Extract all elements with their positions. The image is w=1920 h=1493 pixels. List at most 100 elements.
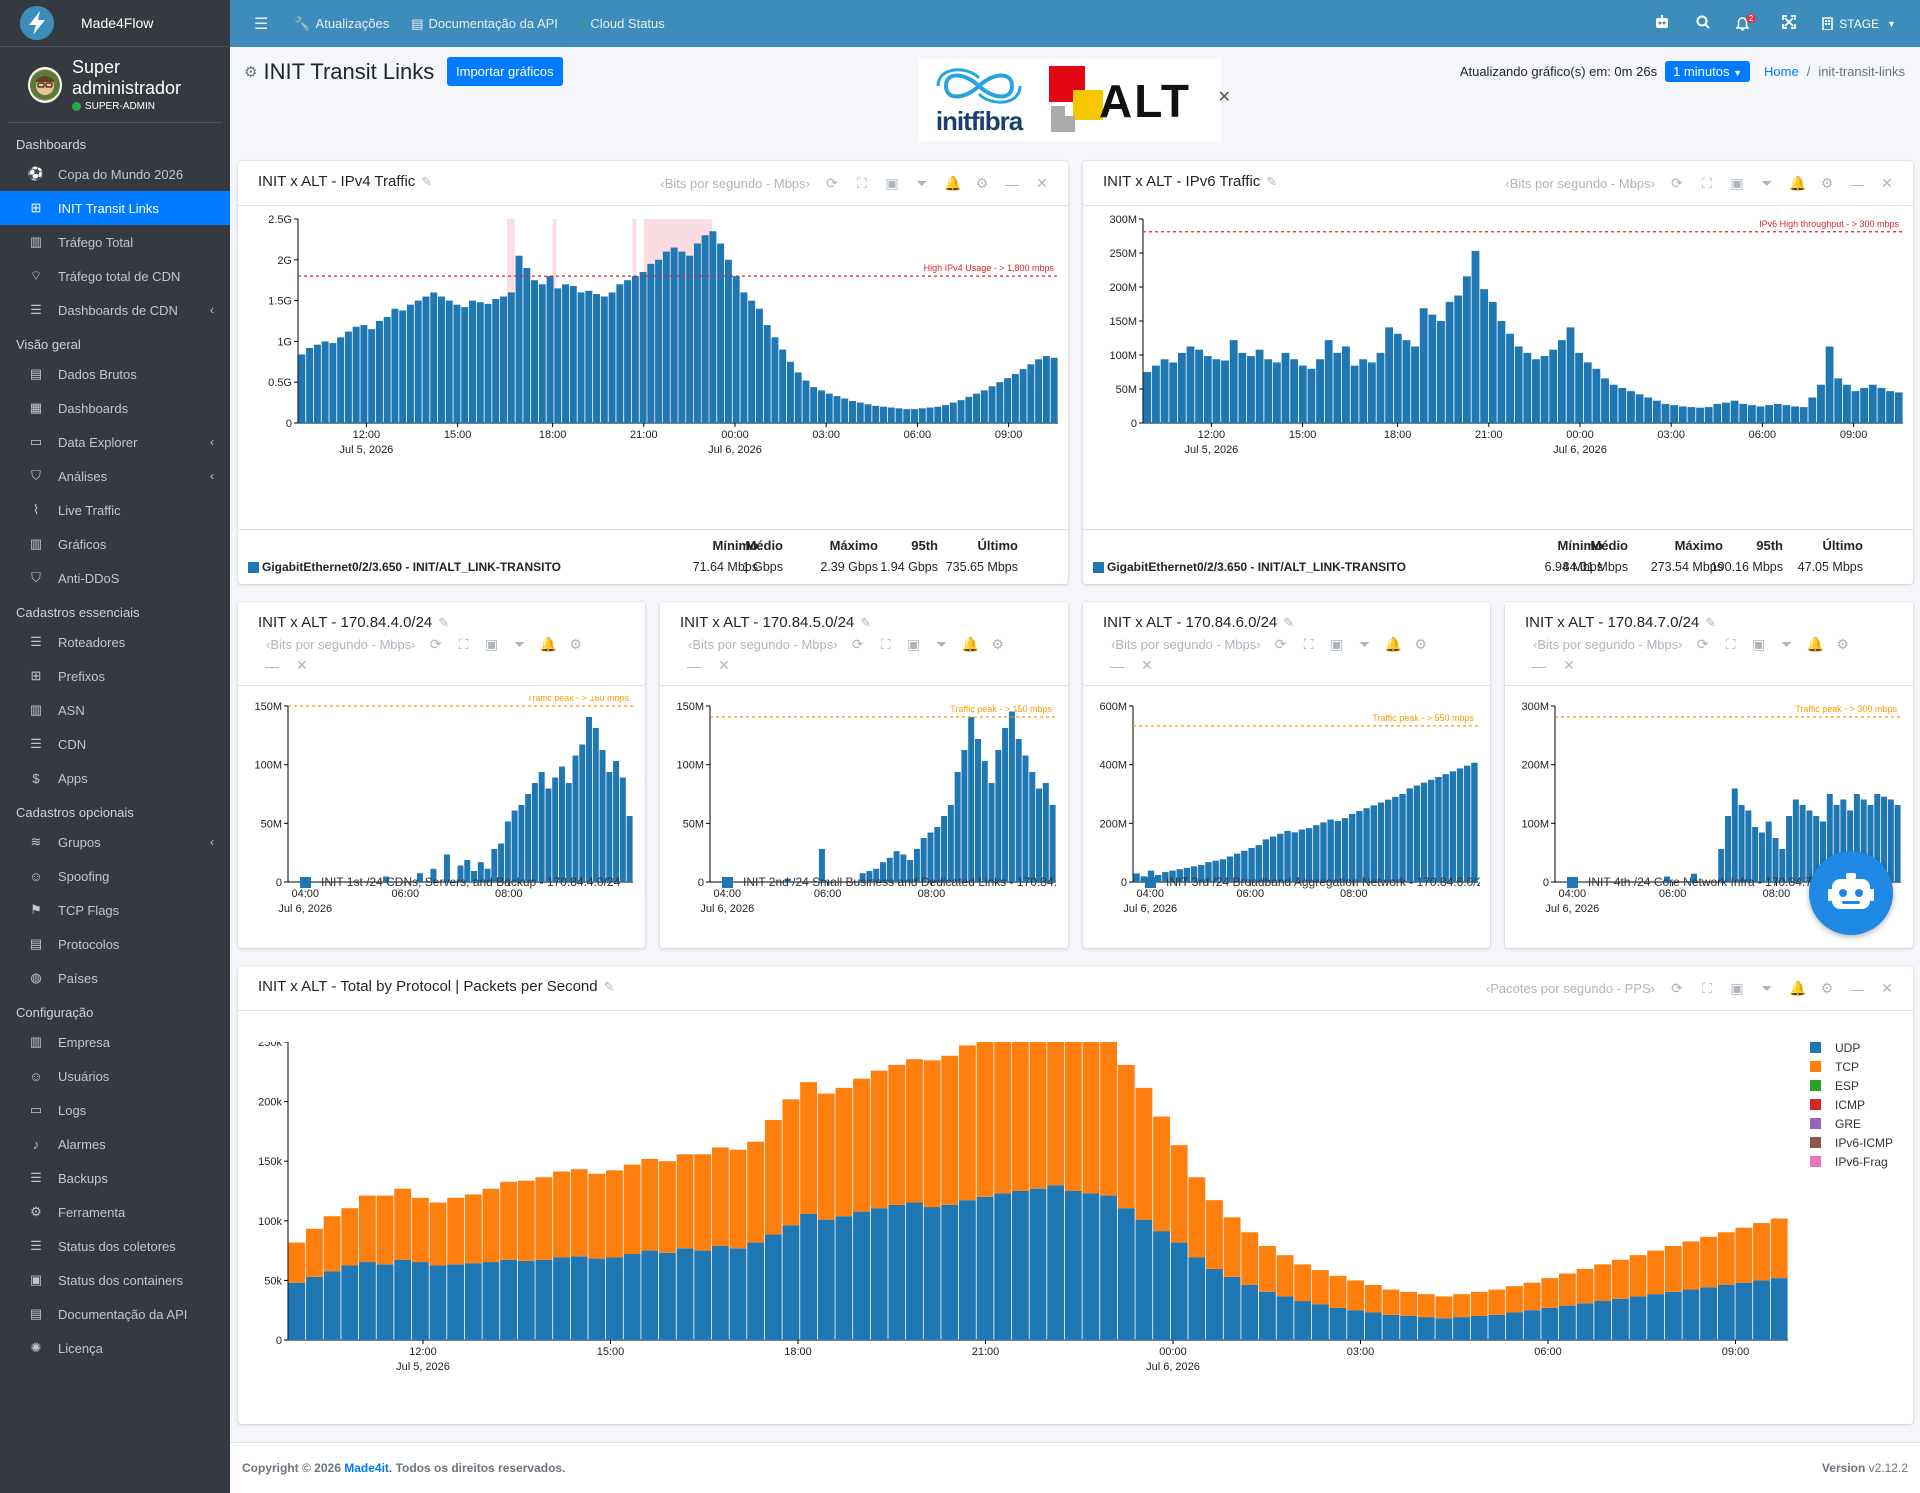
footer-company-link[interactable]: Made4it.: [344, 1461, 393, 1475]
refresh-interval-select[interactable]: 1 minutos ▼: [1665, 61, 1750, 82]
sidebar-item-dashboards-de-cdn[interactable]: ☰ Dashboards de CDN ‹: [0, 293, 230, 327]
sidebar-item-usu-rios[interactable]: ☺ Usuários: [29, 1068, 110, 1084]
close-icon[interactable]: ✕: [1036, 175, 1048, 191]
bell-icon[interactable]: 🔔: [539, 636, 558, 652]
gear-icon[interactable]: ⚙: [244, 64, 258, 81]
bell-icon[interactable]: 🔔: [1384, 636, 1403, 652]
sidebar-item-pa-ses[interactable]: ◍ Países: [0, 961, 230, 995]
edit-pencil-icon[interactable]: ✎: [1705, 615, 1717, 630]
minimize-icon[interactable]: —: [1005, 175, 1019, 192]
sidebar-item-an-lises[interactable]: ⛉ Análises ‹: [0, 459, 230, 493]
sidebar-item-licen-a[interactable]: ✺ Licença: [0, 1331, 230, 1365]
sidebar-item-data-explorer[interactable]: ▭ Data Explorer ‹: [29, 434, 214, 450]
sidebar-item-grupos[interactable]: ≋ Grupos ‹: [0, 825, 230, 859]
edit-pencil-icon[interactable]: ✎: [603, 979, 615, 994]
sidebar-item-asn[interactable]: ▥ ASN: [29, 702, 85, 718]
sidebar-item-documenta-o-da-api[interactable]: ▤ Documentação da API: [29, 1306, 188, 1322]
sidebar-item-tr-fego-total[interactable]: ▥ Tráfego Total: [29, 234, 134, 250]
image-icon[interactable]: ▣: [885, 175, 899, 191]
environment-selector[interactable]: STAGE ▼: [1822, 17, 1896, 31]
series-legend[interactable]: INIT 2nd /24 Small Business and Dedicate…: [722, 875, 1057, 889]
expand-icon[interactable]: ⛶: [857, 175, 867, 191]
expand-icon[interactable]: ⛶: [458, 636, 469, 652]
sidebar-item-spoofing[interactable]: ☺ Spoofing: [29, 868, 110, 884]
sidebar-item-status-dos-coletores[interactable]: ☰ Status dos coletores: [0, 1229, 230, 1263]
unit-selector[interactable]: ‹Bits por segundo - Mbps›: [266, 637, 416, 652]
series-legend[interactable]: INIT 4th /24 Core Network Infra - 170.84…: [1567, 875, 1902, 889]
sidebar-item-live-traffic[interactable]: ⌇ Live Traffic: [0, 493, 230, 527]
nav-cloud-status[interactable]: ● Cloud Status: [579, 16, 665, 31]
hamburger-menu-icon[interactable]: ☰: [254, 15, 269, 33]
sidebar-item-ferramenta[interactable]: ⚙ Ferramenta: [0, 1195, 230, 1229]
refresh-icon[interactable]: ⟳: [1671, 980, 1683, 996]
gear-icon[interactable]: ⚙: [1836, 636, 1849, 652]
close-icon[interactable]: ✕: [1563, 657, 1575, 673]
brand[interactable]: Made4Flow: [0, 0, 230, 47]
sidebar-item-apps[interactable]: $ Apps: [0, 761, 230, 795]
series-legend[interactable]: GigabitEthernet0/2/3.650 - INIT/ALT_LINK…: [248, 560, 561, 574]
close-icon[interactable]: ✕: [1217, 89, 1231, 106]
gear-icon[interactable]: ⚙: [569, 636, 582, 652]
sidebar-item-anti-ddos[interactable]: ⛉ Anti-DDoS: [0, 561, 230, 595]
filter-icon[interactable]: ⏷: [935, 636, 948, 652]
expand-icon[interactable]: ⛶: [1702, 980, 1712, 996]
sidebar-item-status-dos-containers[interactable]: ▣ Status dos containers: [29, 1272, 184, 1288]
legend-item[interactable]: ICMP: [1810, 1095, 1893, 1114]
gear-icon[interactable]: ⚙: [991, 636, 1004, 652]
close-icon[interactable]: ✕: [718, 657, 730, 673]
gear-icon[interactable]: ⚙: [975, 175, 989, 191]
image-icon[interactable]: ▣: [484, 636, 499, 652]
minimize-icon[interactable]: —: [1850, 980, 1864, 997]
bell-icon[interactable]: 🔔: [1806, 636, 1825, 652]
refresh-icon[interactable]: ⟳: [851, 636, 864, 652]
close-icon[interactable]: ✕: [296, 657, 308, 673]
fullscreen-icon[interactable]: [1782, 15, 1797, 32]
filter-icon[interactable]: ⏷: [916, 175, 928, 191]
series-legend[interactable]: INIT 3rd /24 Broadband Aggregation Netwo…: [1145, 875, 1480, 889]
legend-item[interactable]: ESP: [1810, 1076, 1893, 1095]
sidebar-item-init-transit-links[interactable]: ⊞ INIT Transit Links: [0, 191, 230, 225]
bell-icon[interactable]: 🔔: [944, 175, 962, 191]
edit-pencil-icon[interactable]: ✎: [1283, 615, 1295, 630]
filter-icon[interactable]: ⏷: [1358, 636, 1371, 652]
legend-item[interactable]: TCP: [1810, 1057, 1893, 1076]
filter-icon[interactable]: ⏷: [513, 636, 526, 652]
breadcrumb-home[interactable]: Home: [1764, 64, 1799, 79]
unit-selector[interactable]: ‹Bits por segundo - Mbps›: [688, 637, 838, 652]
image-icon[interactable]: ▣: [1730, 980, 1744, 996]
minimize-icon[interactable]: —: [1850, 175, 1864, 192]
nav-updates[interactable]: 🔧 Atualizações: [294, 15, 390, 32]
sidebar-item-dados-brutos[interactable]: ▤ Dados Brutos: [29, 366, 137, 382]
refresh-icon[interactable]: ⟳: [1274, 636, 1287, 652]
filter-icon[interactable]: ⏷: [1780, 636, 1793, 652]
refresh-icon[interactable]: ⟳: [429, 636, 442, 652]
image-icon[interactable]: ▣: [1751, 636, 1766, 652]
notifications-bell[interactable]: 2: [1735, 14, 1757, 31]
minimize-icon[interactable]: —: [1532, 657, 1546, 674]
filter-icon[interactable]: ⏷: [1761, 175, 1773, 191]
expand-icon[interactable]: ⛶: [880, 636, 891, 652]
unit-selector[interactable]: ‹Bits por segundo - Mbps›: [1533, 637, 1683, 652]
sidebar-item-empresa[interactable]: ▥ Empresa: [29, 1034, 111, 1050]
sidebar-item-cdn[interactable]: ☰ CDN: [0, 727, 230, 761]
expand-icon[interactable]: ⛶: [1702, 175, 1712, 191]
edit-pencil-icon[interactable]: ✎: [860, 615, 872, 630]
minimize-icon[interactable]: —: [265, 657, 279, 674]
gear-icon[interactable]: ⚙: [1820, 980, 1834, 996]
sidebar-item-copa-do-mundo-2026[interactable]: ⚽ Copa do Mundo 2026: [27, 166, 184, 182]
close-icon[interactable]: ✕: [1881, 980, 1893, 996]
gear-icon[interactable]: ⚙: [1820, 175, 1834, 191]
bell-icon[interactable]: 🔔: [961, 636, 980, 652]
legend-item[interactable]: IPv6-ICMP: [1810, 1133, 1893, 1152]
image-icon[interactable]: ▣: [1329, 636, 1344, 652]
edit-pencil-icon[interactable]: ✎: [1266, 174, 1278, 189]
edit-pencil-icon[interactable]: ✎: [438, 615, 450, 630]
sidebar-item-alarmes[interactable]: ♪ Alarmes: [0, 1127, 230, 1161]
legend-item[interactable]: IPv6-Frag: [1810, 1152, 1893, 1171]
sidebar-item-prefixos[interactable]: ⊞ Prefixos: [0, 659, 230, 693]
expand-icon[interactable]: ⛶: [1725, 636, 1736, 652]
image-icon[interactable]: ▣: [1730, 175, 1744, 191]
legend-item[interactable]: GRE: [1810, 1114, 1893, 1133]
edit-pencil-icon[interactable]: ✎: [421, 174, 433, 189]
chat-assistant-button[interactable]: [1809, 851, 1893, 935]
